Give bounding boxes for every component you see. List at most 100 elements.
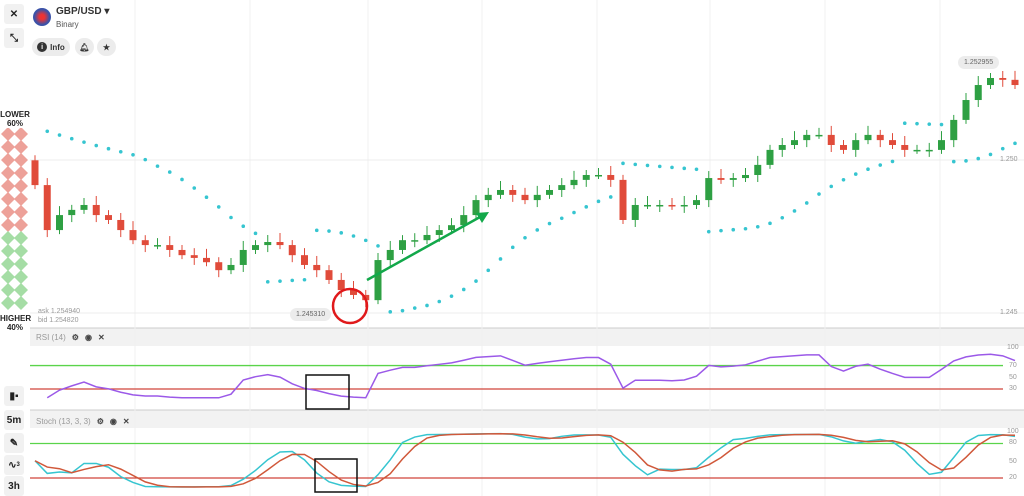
psar-dot: [363, 238, 368, 243]
alert-button[interactable]: 🔔︎: [75, 38, 94, 56]
candle: [239, 249, 247, 265]
candle: [448, 225, 455, 231]
candle: [80, 204, 88, 210]
candle: [974, 85, 982, 101]
instrument-type: Binary: [56, 20, 79, 29]
candle: [117, 219, 125, 231]
settings-icon[interactable]: ⚙: [96, 417, 104, 426]
candle: [350, 290, 357, 295]
higher-percent: 40%: [6, 323, 23, 332]
psar-dot: [902, 121, 907, 126]
psar-dot: [731, 227, 736, 232]
psar-dot: [474, 279, 478, 283]
psar-dot: [792, 209, 797, 213]
candle: [938, 140, 945, 150]
sentiment-diamonds: [1, 128, 28, 310]
candle: [852, 140, 860, 150]
indicators-badge: 3: [16, 462, 20, 468]
psar-dot: [964, 159, 968, 163]
stoch-level: 50: [1009, 458, 1017, 465]
psar-dot: [143, 157, 148, 162]
candle: [619, 179, 627, 220]
collapse-arrows-icon: ⤡: [10, 32, 18, 44]
candle: [105, 215, 112, 220]
sentiment-diamond: [14, 153, 28, 167]
bell-icon: 🔔︎: [79, 42, 90, 52]
sentiment-diamond: [14, 257, 28, 271]
favorite-button[interactable]: ★: [97, 38, 116, 56]
remove-icon[interactable]: ✕: [97, 333, 105, 342]
flag-icon: [33, 8, 51, 26]
indicators-button[interactable]: ∿ 3: [4, 455, 24, 475]
ask-price: ask 1.254940: [38, 308, 81, 315]
psar-dot: [106, 146, 111, 151]
collapse-button[interactable]: ⤡: [4, 28, 24, 48]
eye-icon[interactable]: ◉: [84, 333, 92, 342]
psar-dot: [817, 192, 821, 196]
candle: [558, 185, 566, 190]
psar-dot: [412, 306, 417, 310]
draw-button[interactable]: ✎: [4, 433, 24, 453]
candle: [435, 230, 443, 235]
candle: [497, 189, 504, 195]
candle: [31, 160, 39, 186]
psar-dot: [645, 163, 650, 168]
psar-dot: [939, 122, 944, 127]
psar-dot: [976, 156, 981, 161]
candle: [631, 204, 639, 220]
stoch-title: Stoch (13, 3, 3): [36, 417, 91, 426]
eye-icon[interactable]: ◉: [109, 417, 117, 426]
candle: [215, 262, 223, 271]
candle: [840, 145, 847, 150]
period-button[interactable]: 3h: [4, 476, 24, 496]
sentiment-diamond: [14, 231, 28, 245]
timeframe-button[interactable]: 5m: [4, 410, 24, 430]
psar-dot: [290, 278, 295, 283]
stoch-level: 100: [1007, 428, 1019, 435]
higher-button[interactable]: HIGHER 40%: [0, 314, 31, 332]
pencil-icon: ✎: [9, 437, 19, 449]
sentiment-diamond: [1, 270, 15, 284]
psar-dot: [192, 186, 197, 190]
rsi-level: 70: [1009, 362, 1017, 369]
psar-dot: [1013, 141, 1017, 146]
close-icon: ✕: [9, 8, 19, 20]
close-button[interactable]: ✕: [4, 4, 24, 24]
lower-label: LOWER: [0, 110, 30, 119]
candle: [644, 204, 651, 207]
candle: [607, 174, 615, 180]
settings-icon[interactable]: ⚙: [71, 333, 79, 342]
psar-dot: [486, 268, 491, 273]
candle: [190, 255, 198, 258]
lower-button[interactable]: LOWER 60%: [0, 110, 30, 128]
price-axis-label: 1.245: [1000, 309, 1018, 316]
info-button[interactable]: i Info: [32, 38, 70, 56]
rsi-level: 100: [1007, 344, 1019, 351]
lower-percent: 60%: [6, 119, 23, 128]
annotation-box-stoch: [314, 458, 358, 493]
info-icon: i: [37, 42, 48, 52]
candle: [533, 194, 541, 201]
rsi-legend: RSI (14) ⚙ ◉ ✕: [36, 333, 105, 342]
remove-icon[interactable]: ✕: [122, 417, 130, 426]
psar-dot: [57, 133, 62, 137]
rsi-level: 30: [1009, 385, 1017, 392]
sentiment-diamond: [14, 179, 28, 193]
candle-type-button[interactable]: ▮▪: [4, 386, 24, 406]
symbol-selector[interactable]: GBP/USD ▾: [56, 6, 109, 17]
candle: [668, 204, 676, 207]
sentiment-diamond: [14, 244, 28, 258]
psar-dot: [657, 164, 662, 169]
psar-dot: [327, 229, 331, 233]
sentiment-diamond: [14, 166, 28, 180]
psar-dot: [155, 164, 160, 168]
psar-dot: [780, 215, 785, 220]
candle: [154, 245, 161, 247]
candle: [227, 264, 235, 271]
psar-dot: [118, 150, 123, 154]
sentiment-diamond: [1, 153, 15, 167]
sentiment-diamond: [14, 270, 28, 284]
sentiment-diamond: [1, 205, 15, 219]
psar-dot: [682, 166, 687, 171]
